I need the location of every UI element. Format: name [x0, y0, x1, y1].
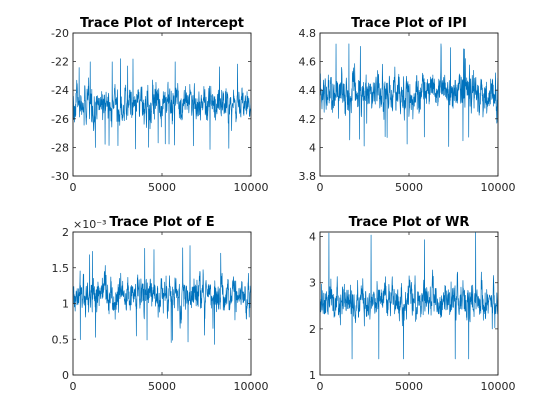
subplot-e: 0 5000 10000 0 0.5 1 1.5 2 ×10⁻³ Trace Plot of E [52, 215, 269, 393]
x-tick-label: 5000 [148, 181, 176, 194]
y-tick-label: 1 [62, 298, 69, 311]
trace-series-line [73, 58, 251, 150]
y-exponent-label: ×10⁻³ [73, 218, 106, 231]
trace-series-line [320, 43, 498, 147]
y-tick-label: 1.5 [52, 262, 70, 275]
y-tick-label: 2 [309, 323, 316, 336]
y-tick-label: 1 [309, 369, 316, 382]
x-tick-label: 5000 [148, 380, 176, 393]
y-tick-label: -28 [51, 141, 69, 154]
y-tick-label: 2 [62, 226, 69, 239]
subplot-ipi: 0 5000 10000 3.8 4 4.2 4.4 4.6 4.8 Trace Plot of … [299, 16, 516, 194]
x-tick-label: 5000 [395, 380, 423, 393]
x-tick-label: 5000 [395, 181, 423, 194]
y-tick-label: 3.8 [299, 170, 317, 183]
x-tick-label: 0 [70, 380, 77, 393]
subplot-title: Trace Plot of E [109, 215, 214, 230]
trace-series-line [320, 232, 498, 360]
x-tick-label: 10000 [481, 380, 516, 393]
y-tick-label: 4 [309, 141, 316, 154]
subplot-title: Trace Plot of Intercept [80, 16, 244, 31]
x-tick-label: 10000 [481, 181, 516, 194]
y-tick-label: 4.6 [299, 56, 317, 69]
x-tick-label: 10000 [234, 181, 269, 194]
subplot-wr: 0 5000 10000 1 2 3 4 Trace Plot of WR [309, 215, 516, 393]
x-tick-label: 0 [317, 181, 324, 194]
x-tick-label: 0 [317, 380, 324, 393]
y-tick-label: 4.2 [299, 113, 317, 126]
subplot-title: Trace Plot of IPI [351, 16, 467, 31]
x-tick-label: 10000 [234, 380, 269, 393]
y-tick-label: 3 [309, 277, 316, 290]
axes-background [72, 231, 252, 376]
y-tick-label: 4.8 [299, 27, 317, 40]
y-tick-label: -26 [51, 113, 69, 126]
y-tick-label: 4 [309, 231, 316, 244]
y-tick-label: -24 [51, 84, 69, 97]
y-tick-label: 0 [62, 369, 69, 382]
subplot-intercept: 0 5000 10000 -30 -28 -26 -24 -22 -20 Trace Plot o… [51, 16, 268, 194]
y-tick-label: -22 [51, 56, 69, 69]
y-tick-label: -20 [51, 27, 69, 40]
subplot-title: Trace Plot of WR [349, 215, 470, 230]
x-tick-label: 0 [70, 181, 77, 194]
y-tick-label: 0.5 [52, 333, 70, 346]
y-tick-label: -30 [51, 170, 69, 183]
trace-series-line [73, 245, 251, 345]
y-tick-label: 4.4 [299, 84, 317, 97]
